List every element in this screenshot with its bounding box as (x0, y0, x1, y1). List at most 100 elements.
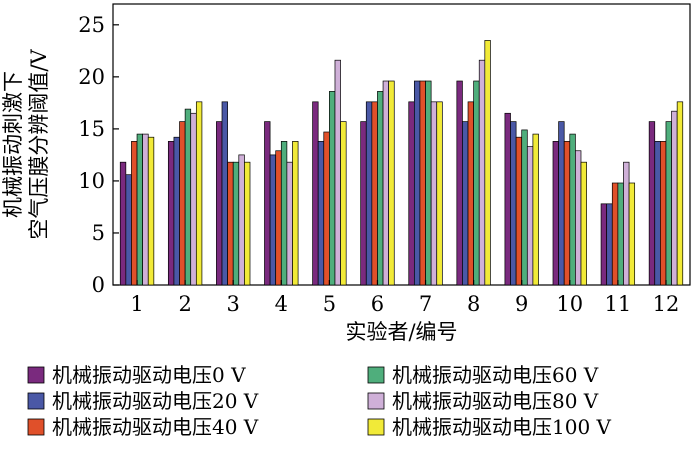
bar (334, 59, 341, 286)
y-axis-title-line: 空气压膜分辨阈值/V (27, 49, 51, 240)
bar (323, 131, 330, 286)
legend-swatch (367, 418, 385, 436)
x-tick-label: 6 (371, 292, 384, 316)
bar (617, 182, 624, 286)
bar (580, 161, 587, 286)
y-tick-label: 20 (78, 65, 105, 89)
bar (275, 150, 282, 286)
bar (563, 141, 571, 286)
y-tick-label: 0 (92, 273, 105, 297)
x-tick-label: 3 (227, 292, 240, 316)
x-tick-label: 7 (419, 292, 432, 316)
bar (462, 121, 469, 286)
bar (232, 161, 240, 286)
bar (521, 129, 528, 286)
bar (382, 80, 390, 286)
bar (142, 133, 149, 286)
bar (167, 141, 175, 286)
bar (377, 91, 384, 286)
x-tick-label: 10 (556, 292, 583, 316)
x-tick-label: 8 (467, 292, 480, 316)
bar (648, 121, 656, 286)
bar (365, 101, 373, 286)
legend-label: 机械振动驱动电压0 V (52, 363, 246, 387)
bar (280, 141, 288, 286)
bar (413, 80, 421, 286)
bar (660, 141, 667, 286)
x-tick-label: 2 (178, 292, 191, 316)
y-tick-label: 5 (92, 221, 105, 245)
bar (484, 40, 491, 286)
y-axis-title: 机械振动刺激下 空气压膜分辨阈值/V (1, 49, 51, 240)
y-tick-label: 15 (78, 117, 105, 141)
legend-label: 机械振动驱动电压100 V (392, 415, 612, 439)
bar (184, 108, 192, 286)
plot-frame (112, 3, 691, 286)
bar (552, 141, 559, 286)
bar (264, 121, 271, 286)
x-tick-label: 12 (653, 292, 680, 316)
bar (526, 146, 534, 286)
x-tick-label: 9 (515, 292, 528, 316)
bar (504, 112, 511, 286)
bar (195, 101, 203, 286)
bar (329, 91, 336, 286)
bar (654, 141, 661, 286)
bar (119, 161, 127, 286)
bar (665, 121, 672, 286)
legend-swatch (367, 366, 385, 384)
legend-label: 机械振动驱动电压20 V (52, 389, 259, 413)
x-tick-label: 5 (323, 292, 336, 316)
bar (671, 110, 678, 286)
bar (436, 101, 443, 286)
bar (173, 136, 180, 286)
x-tick-label: 1 (130, 292, 143, 316)
legend-label: 机械振动驱动电压40 V (52, 415, 259, 439)
bar (425, 80, 432, 286)
bar (467, 101, 474, 286)
y-tick-label: 25 (78, 13, 105, 37)
bar (179, 121, 186, 286)
x-tick-label: 4 (275, 292, 288, 316)
x-tick-label: 11 (605, 292, 632, 316)
bar (515, 136, 523, 286)
bar (532, 133, 539, 286)
bar (606, 203, 613, 286)
legend-swatch (27, 418, 45, 436)
bar (611, 182, 619, 286)
bar (456, 80, 463, 286)
y-tick-label: 10 (78, 169, 105, 193)
legend-swatch (367, 392, 385, 410)
bar (125, 174, 132, 286)
bar (408, 101, 415, 286)
bar (147, 136, 155, 286)
bar (244, 161, 251, 286)
bar (136, 133, 143, 286)
bar (286, 161, 293, 286)
bar (628, 182, 636, 286)
bar (473, 80, 480, 286)
bar (510, 121, 517, 286)
bar (292, 141, 299, 286)
legend-swatch (27, 392, 45, 410)
bar (558, 121, 565, 286)
y-axis-title-line: 机械振动刺激下 (1, 71, 25, 218)
bar (340, 121, 347, 286)
bar (190, 112, 197, 286)
bar (131, 141, 138, 286)
bar (419, 80, 426, 286)
legend-swatch (27, 366, 45, 384)
bar (478, 59, 486, 286)
bar (623, 161, 630, 286)
bar (221, 101, 228, 286)
legend-label: 机械振动驱动电压60 V (392, 363, 599, 387)
x-axis-title: 实验者/编号 (345, 320, 457, 344)
bar (360, 121, 367, 286)
bar (676, 101, 684, 286)
bar (371, 101, 378, 286)
bar (430, 101, 438, 286)
bar (312, 101, 319, 286)
bar (569, 133, 576, 286)
